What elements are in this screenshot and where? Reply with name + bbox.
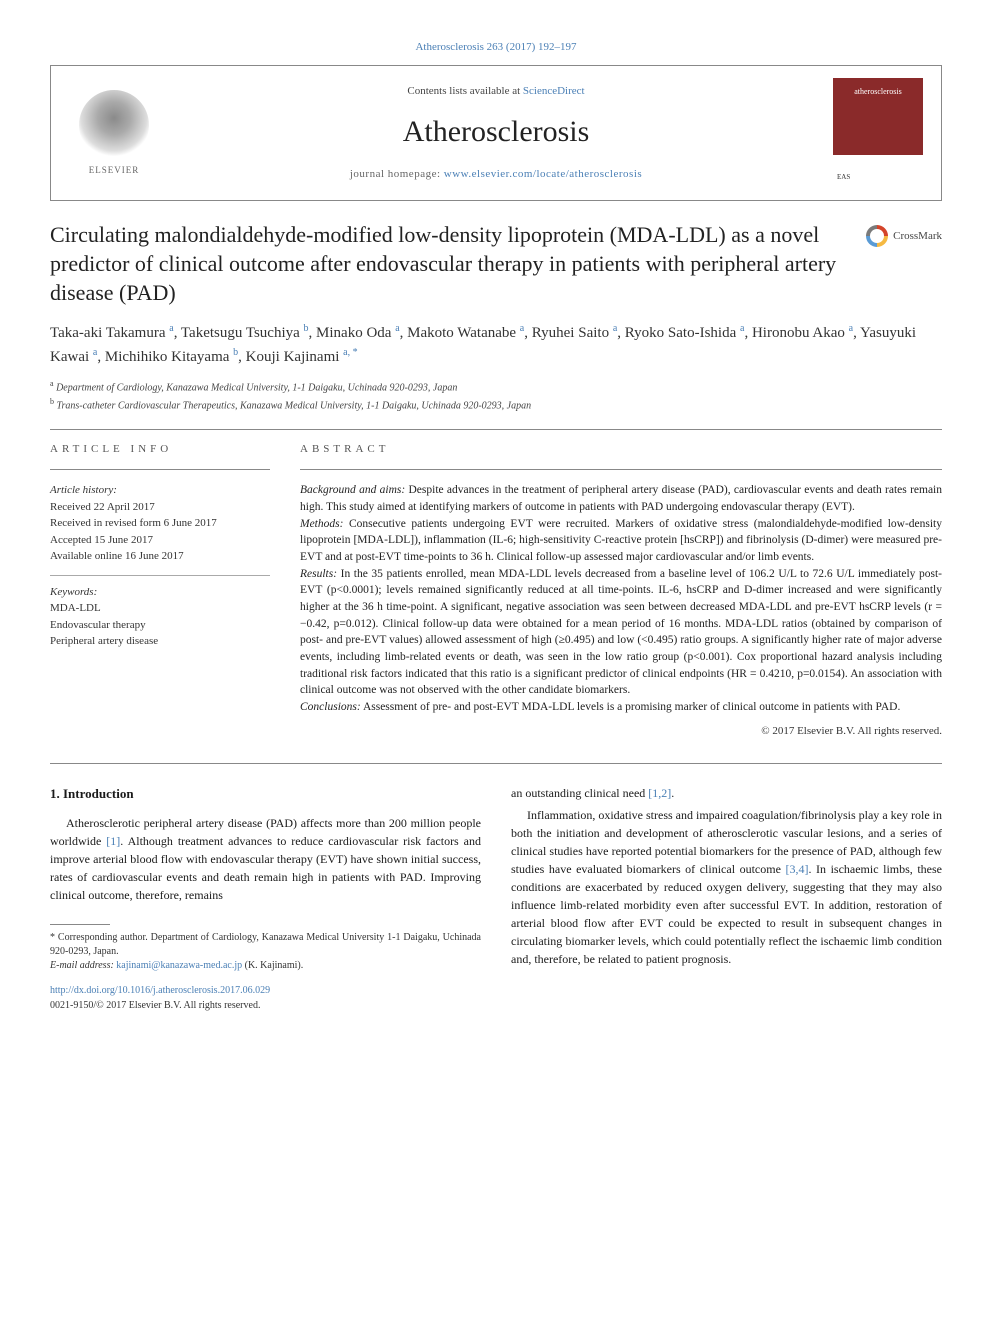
email-line: E-mail address: kajinami@kanazawa-med.ac… (50, 959, 481, 973)
divider (50, 575, 270, 576)
corresponding-author-footnote: * Corresponding author. Department of Ca… (50, 931, 481, 973)
crossmark-badge[interactable]: CrossMark (866, 225, 942, 247)
email-label: E-mail address: (50, 960, 116, 971)
info-abstract-row: ARTICLE INFO Article history: Received 2… (50, 442, 942, 739)
paper-title: Circulating malondialdehyde-modified low… (50, 221, 850, 307)
citation-ref[interactable]: [1,2] (648, 786, 671, 800)
history-heading: Article history: (50, 482, 270, 499)
doi-link[interactable]: http://dx.doi.org/10.1016/j.atherosclero… (50, 985, 270, 996)
crossmark-icon (866, 225, 888, 247)
section-heading: 1. Introduction (50, 784, 481, 804)
abstract-methods-head: Methods: (300, 518, 343, 530)
authors: Taka-aki Takamura a, Taketsugu Tsuchiya … (50, 321, 942, 368)
abstract-text: Background and aims: Despite advances in… (300, 482, 942, 715)
sciencedirect-link[interactable]: ScienceDirect (523, 85, 585, 97)
journal-header: ELSEVIER Contents lists available at Sci… (50, 65, 942, 201)
online-date: Available online 16 June 2017 (50, 548, 270, 565)
citation-ref[interactable]: [3,4] (785, 862, 808, 876)
affiliations: a Department of Cardiology, Kanazawa Med… (50, 378, 942, 413)
revised-date: Received in revised form 6 June 2017 (50, 515, 270, 532)
divider (300, 469, 942, 470)
affiliation-b: b Trans-catheter Cardiovascular Therapeu… (50, 396, 942, 413)
abstract-results: In the 35 patients enrolled, mean MDA-LD… (300, 568, 942, 697)
abstract-results-head: Results: (300, 568, 337, 580)
homepage-link[interactable]: www.elsevier.com/locate/atherosclerosis (444, 168, 642, 180)
abstract-methods: Consecutive patients undergoing EVT were… (300, 518, 942, 563)
affiliation-a: a Department of Cardiology, Kanazawa Med… (50, 378, 942, 395)
article-info-col: ARTICLE INFO Article history: Received 2… (50, 442, 270, 739)
email-link[interactable]: kajinami@kanazawa-med.ac.jp (116, 960, 242, 971)
citation: Atherosclerosis 263 (2017) 192–197 (50, 40, 942, 55)
corresponding-text: * Corresponding author. Department of Ca… (50, 931, 481, 959)
citation-link[interactable]: Atherosclerosis 263 (2017) 192–197 (415, 41, 576, 53)
keyword: MDA-LDL (50, 600, 270, 617)
abstract-label: ABSTRACT (300, 442, 942, 457)
divider (50, 429, 942, 430)
cover-footer: EAS (837, 173, 919, 183)
elsevier-tree-icon (79, 90, 149, 160)
journal-name: Atherosclerosis (159, 111, 833, 153)
citation-ref[interactable]: [1] (106, 834, 120, 848)
abstract-conclusions-head: Conclusions: (300, 701, 361, 713)
contents-prefix: Contents lists available at (407, 85, 522, 97)
body-right-col: an outstanding clinical need [1,2]. Infl… (511, 784, 942, 1013)
crossmark-label: CrossMark (893, 229, 942, 244)
article-info-block: Article history: Received 22 April 2017 … (50, 482, 270, 650)
abstract-bg-head: Background and aims: (300, 484, 405, 496)
homepage-prefix: journal homepage: (350, 168, 444, 180)
body-paragraph: an outstanding clinical need [1,2]. (511, 784, 942, 802)
title-row: Circulating malondialdehyde-modified low… (50, 221, 942, 307)
abstract-copyright: © 2017 Elsevier B.V. All rights reserved… (300, 724, 942, 739)
body-paragraph: Inflammation, oxidative stress and impai… (511, 806, 942, 968)
publisher-logo: ELSEVIER (69, 83, 159, 183)
keyword: Endovascular therapy (50, 617, 270, 634)
journal-cover: atherosclerosis EAS (833, 78, 923, 188)
cover-title: atherosclerosis (837, 86, 919, 97)
accepted-date: Accepted 15 June 2017 (50, 532, 270, 549)
doi-block: http://dx.doi.org/10.1016/j.atherosclero… (50, 983, 481, 1013)
keywords-heading: Keywords: (50, 584, 270, 601)
email-suffix: (K. Kajinami). (242, 960, 303, 971)
divider (50, 469, 270, 470)
article-info-label: ARTICLE INFO (50, 442, 270, 457)
body-left-col: 1. Introduction Atherosclerotic peripher… (50, 784, 481, 1013)
abstract-conclusions: Assessment of pre- and post-EVT MDA-LDL … (361, 701, 901, 713)
footnote-divider (50, 924, 110, 925)
header-center: Contents lists available at ScienceDirec… (159, 84, 833, 183)
issn-line: 0021-9150/© 2017 Elsevier B.V. All right… (50, 1000, 260, 1011)
received-date: Received 22 April 2017 (50, 499, 270, 516)
body-paragraph: Atherosclerotic peripheral artery diseas… (50, 814, 481, 904)
keyword: Peripheral artery disease (50, 633, 270, 650)
body-columns: 1. Introduction Atherosclerotic peripher… (50, 784, 942, 1013)
homepage-line: journal homepage: www.elsevier.com/locat… (159, 167, 833, 182)
contents-line: Contents lists available at ScienceDirec… (159, 84, 833, 99)
abstract-col: ABSTRACT Background and aims: Despite ad… (300, 442, 942, 739)
divider (50, 763, 942, 764)
publisher-name: ELSEVIER (89, 164, 140, 177)
